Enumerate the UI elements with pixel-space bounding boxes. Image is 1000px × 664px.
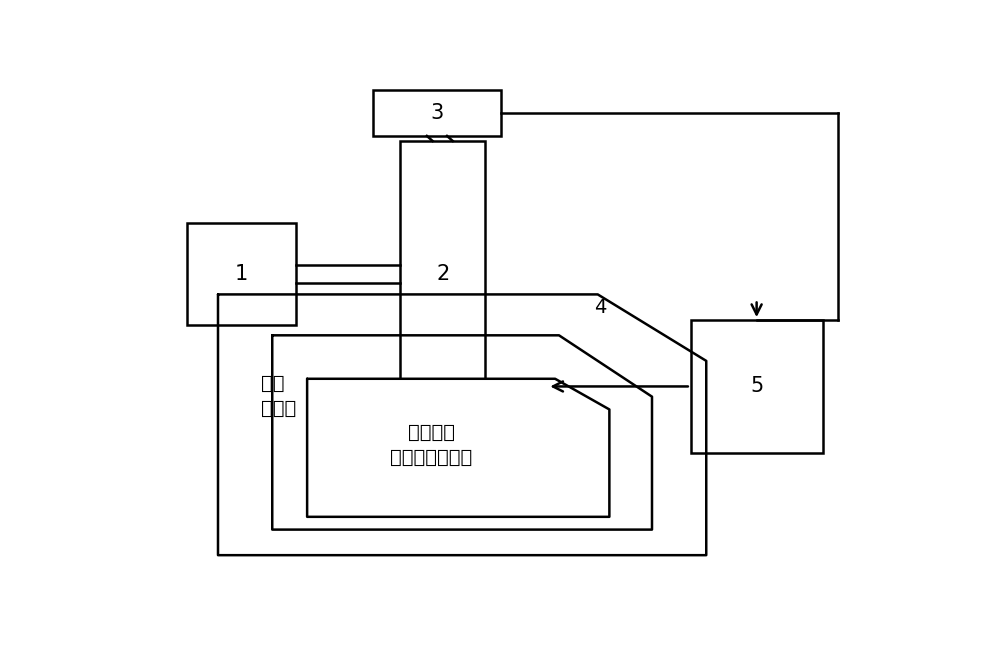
Text: 3: 3	[430, 103, 444, 123]
Polygon shape	[307, 378, 609, 517]
Text: 5: 5	[750, 376, 763, 396]
Text: 2: 2	[436, 264, 449, 284]
Text: 4: 4	[594, 297, 606, 317]
Bar	[691, 320, 822, 453]
Bar	[373, 90, 501, 136]
Bar	[400, 141, 485, 407]
Text: 被测器件
（衬底面向上）: 被测器件 （衬底面向上）	[390, 423, 472, 467]
Text: 试验
电路板: 试验 电路板	[261, 374, 296, 418]
Bar	[187, 223, 296, 325]
Text: 1: 1	[235, 264, 248, 284]
